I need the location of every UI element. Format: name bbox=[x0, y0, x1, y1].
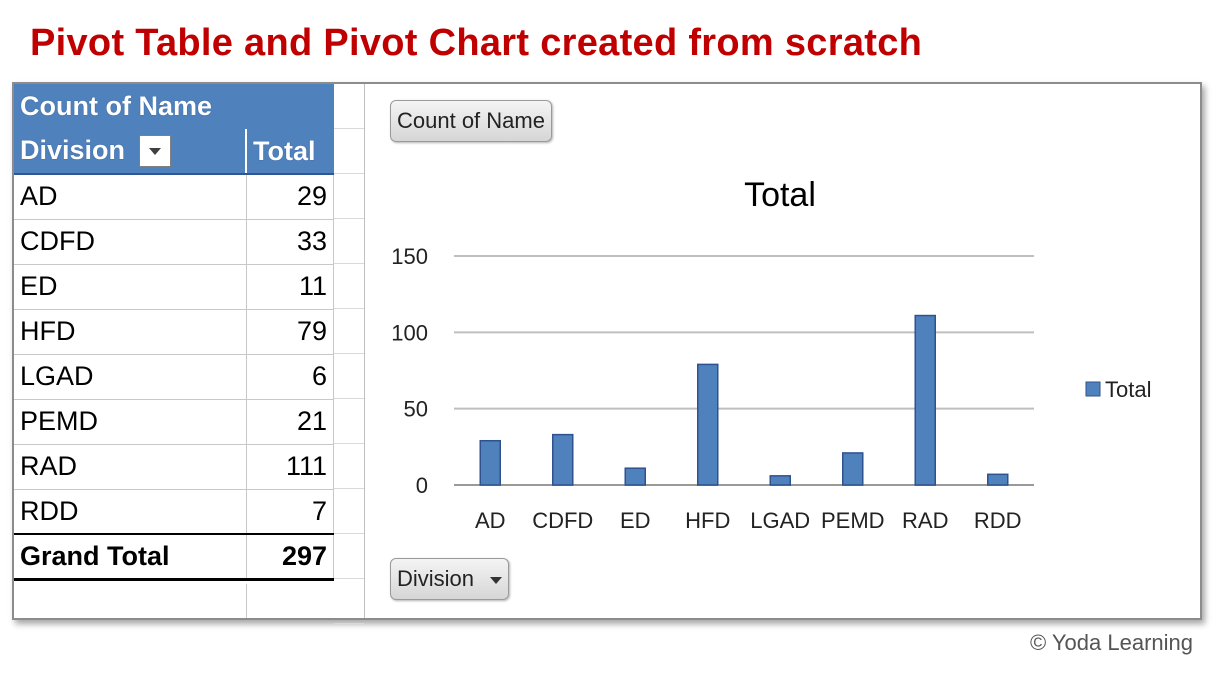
pivot-table: Count of Name Division Total AD 29 CDFD 33 E… bbox=[14, 84, 334, 581]
pivot-row[interactable]: PEMD 21 bbox=[14, 399, 334, 445]
y-tick-label: 50 bbox=[404, 397, 428, 422]
pivot-row-value: 11 bbox=[246, 264, 334, 310]
page-title: Pivot Table and Pivot Chart created from… bbox=[30, 22, 923, 64]
copyright-text: © Yoda Learning bbox=[1029, 630, 1193, 655]
axis-field-label: Division bbox=[397, 566, 475, 591]
pivot-row[interactable]: HFD 79 bbox=[14, 309, 334, 355]
pivot-row[interactable]: ED 11 bbox=[14, 264, 334, 310]
grand-total-value: 297 bbox=[246, 533, 334, 581]
pivot-total-header: Total bbox=[245, 129, 334, 175]
x-tick-label: RDD bbox=[974, 508, 1022, 533]
bar bbox=[624, 467, 646, 486]
chevron-down-icon bbox=[490, 576, 503, 584]
bar bbox=[479, 439, 501, 486]
axis-field-button[interactable]: Division bbox=[390, 558, 510, 600]
pivot-row[interactable]: RAD 111 bbox=[14, 444, 334, 490]
bar bbox=[914, 314, 936, 486]
legend-swatch bbox=[1085, 381, 1101, 397]
pivot-row-label: RAD bbox=[14, 444, 247, 490]
bar bbox=[552, 433, 574, 486]
pivot-row-value: 29 bbox=[246, 174, 334, 220]
x-tick-label: AD bbox=[475, 508, 506, 533]
pivot-row-label: AD bbox=[14, 174, 247, 220]
bar bbox=[987, 473, 1009, 486]
pivot-row-label: RDD bbox=[14, 489, 247, 535]
bar bbox=[697, 363, 719, 486]
excel-sheet-frame: Count of Name Division Total AD 29 CDFD 33 E… bbox=[12, 82, 1202, 624]
x-tick-label: RAD bbox=[902, 508, 948, 533]
x-tick-label: LGAD bbox=[750, 508, 810, 533]
pivot-row[interactable]: AD 29 bbox=[14, 174, 334, 220]
pivot-value-field-header: Count of Name bbox=[14, 84, 334, 129]
filter-dropdown-icon[interactable] bbox=[139, 135, 172, 168]
y-tick-label: 150 bbox=[391, 244, 428, 269]
pivot-row[interactable]: CDFD 33 bbox=[14, 219, 334, 265]
pivot-row[interactable]: RDD 7 bbox=[14, 489, 334, 535]
chart-title: Total bbox=[744, 176, 816, 214]
pivot-row-label: ED bbox=[14, 264, 247, 310]
empty-column bbox=[334, 84, 365, 624]
grand-total-label: Grand Total bbox=[14, 533, 247, 581]
empty-row bbox=[14, 584, 334, 618]
pivot-row-label: PEMD bbox=[14, 399, 247, 445]
legend-label: Total bbox=[1105, 377, 1151, 402]
x-tick-label: CDFD bbox=[532, 508, 593, 533]
pivot-row-value: 6 bbox=[246, 354, 334, 400]
pivot-row-value: 79 bbox=[246, 309, 334, 355]
y-tick-label: 100 bbox=[391, 320, 428, 345]
pivot-row-label: HFD bbox=[14, 309, 247, 355]
pivot-row-value: 21 bbox=[246, 399, 334, 445]
pivot-row[interactable]: LGAD 6 bbox=[14, 354, 334, 400]
pivot-row-label: LGAD bbox=[14, 354, 247, 400]
value-field-button[interactable]: Count of Name bbox=[390, 100, 552, 142]
bar-chart-svg: Total 0 50 100 150 AD CDFD ED HFD LGAD PEMD RAD RDD T… bbox=[391, 176, 1151, 533]
x-tick-label: HFD bbox=[685, 508, 730, 533]
bar bbox=[769, 475, 791, 486]
x-tick-label: ED bbox=[620, 508, 651, 533]
pivot-row-field-header[interactable]: Division bbox=[14, 129, 246, 175]
pivot-row-label: CDFD bbox=[14, 219, 247, 265]
row-field-label: Division bbox=[20, 134, 126, 165]
y-tick-label: 0 bbox=[416, 473, 428, 498]
pivot-row-value: 33 bbox=[246, 219, 334, 265]
bar bbox=[842, 452, 864, 486]
pivot-chart[interactable]: Count of Name Division Total 0 50 100 150 AD C… bbox=[364, 84, 1200, 618]
x-tick-label: PEMD bbox=[821, 508, 885, 533]
pivot-row-value: 7 bbox=[246, 489, 334, 535]
pivot-row-value: 111 bbox=[246, 444, 334, 490]
